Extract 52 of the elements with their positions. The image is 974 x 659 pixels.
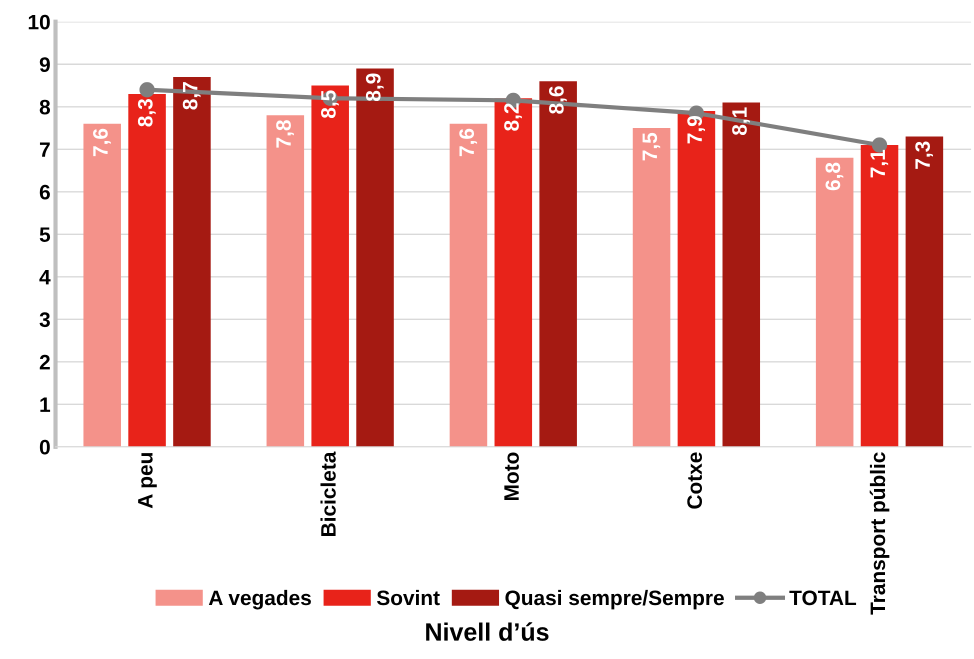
x-axis-title: Nivell d’ús — [426, 622, 548, 641]
y-tick-label: 0 — [40, 440, 50, 455]
y-tick-label: 7 — [40, 142, 50, 157]
data-label: 8,7 — [182, 82, 201, 110]
bar — [816, 158, 854, 447]
data-label: 7,1 — [870, 150, 888, 178]
y-tick-label: 8 — [40, 100, 50, 115]
data-label: 7,8 — [276, 120, 294, 148]
y-tick-label: 1 — [40, 398, 50, 412]
bar — [494, 98, 532, 447]
bar — [356, 68, 394, 447]
x-tick-label: A peu — [138, 453, 157, 508]
bar — [906, 136, 944, 447]
y-tick-label: 2 — [40, 354, 50, 370]
bar — [860, 145, 898, 447]
data-label: 7,5 — [642, 132, 660, 160]
x-tick-label: Moto — [504, 452, 519, 500]
legend-label: A vegades — [208, 590, 311, 610]
bar — [266, 115, 304, 447]
bar — [678, 111, 716, 447]
bar — [83, 124, 121, 447]
y-tick-label: 9 — [40, 57, 50, 72]
legend-label: Quasi sempre/Sempre — [505, 590, 724, 610]
point — [139, 82, 155, 98]
legend-label: Sovint — [376, 590, 440, 606]
y-tick-label: 6 — [40, 184, 50, 200]
bar — [632, 128, 670, 447]
data-label: 6,8 — [826, 162, 844, 190]
data-label: 8,2 — [504, 103, 522, 131]
bar — [722, 102, 760, 447]
data-label: 8,3 — [138, 99, 156, 127]
bar — [311, 86, 349, 447]
bar — [128, 94, 166, 447]
bar — [539, 81, 577, 447]
bar — [450, 124, 488, 447]
data-label: 7,3 — [915, 142, 933, 169]
y-tick-label: 3 — [40, 312, 50, 328]
y-tick-label: 10 — [28, 14, 50, 30]
x-tick-label: Cotxe — [687, 452, 702, 509]
y-tick-label: 4 — [39, 270, 51, 284]
bar — [173, 77, 211, 447]
data-label: 7,9 — [687, 116, 706, 144]
data-label: 8,6 — [549, 86, 567, 114]
data-label: 7,6 — [459, 128, 478, 156]
y-tick-label: 5 — [40, 227, 50, 242]
data-label: 7,6 — [93, 128, 111, 156]
data-label: 8,9 — [366, 74, 384, 102]
x-tick-label: Transport públic — [870, 452, 890, 615]
data-label: 8,1 — [732, 107, 750, 136]
x-tick-label: Bicicleta — [320, 452, 336, 536]
data-label: 8,5 — [321, 90, 339, 118]
legend-label: TOTAL — [789, 590, 856, 606]
